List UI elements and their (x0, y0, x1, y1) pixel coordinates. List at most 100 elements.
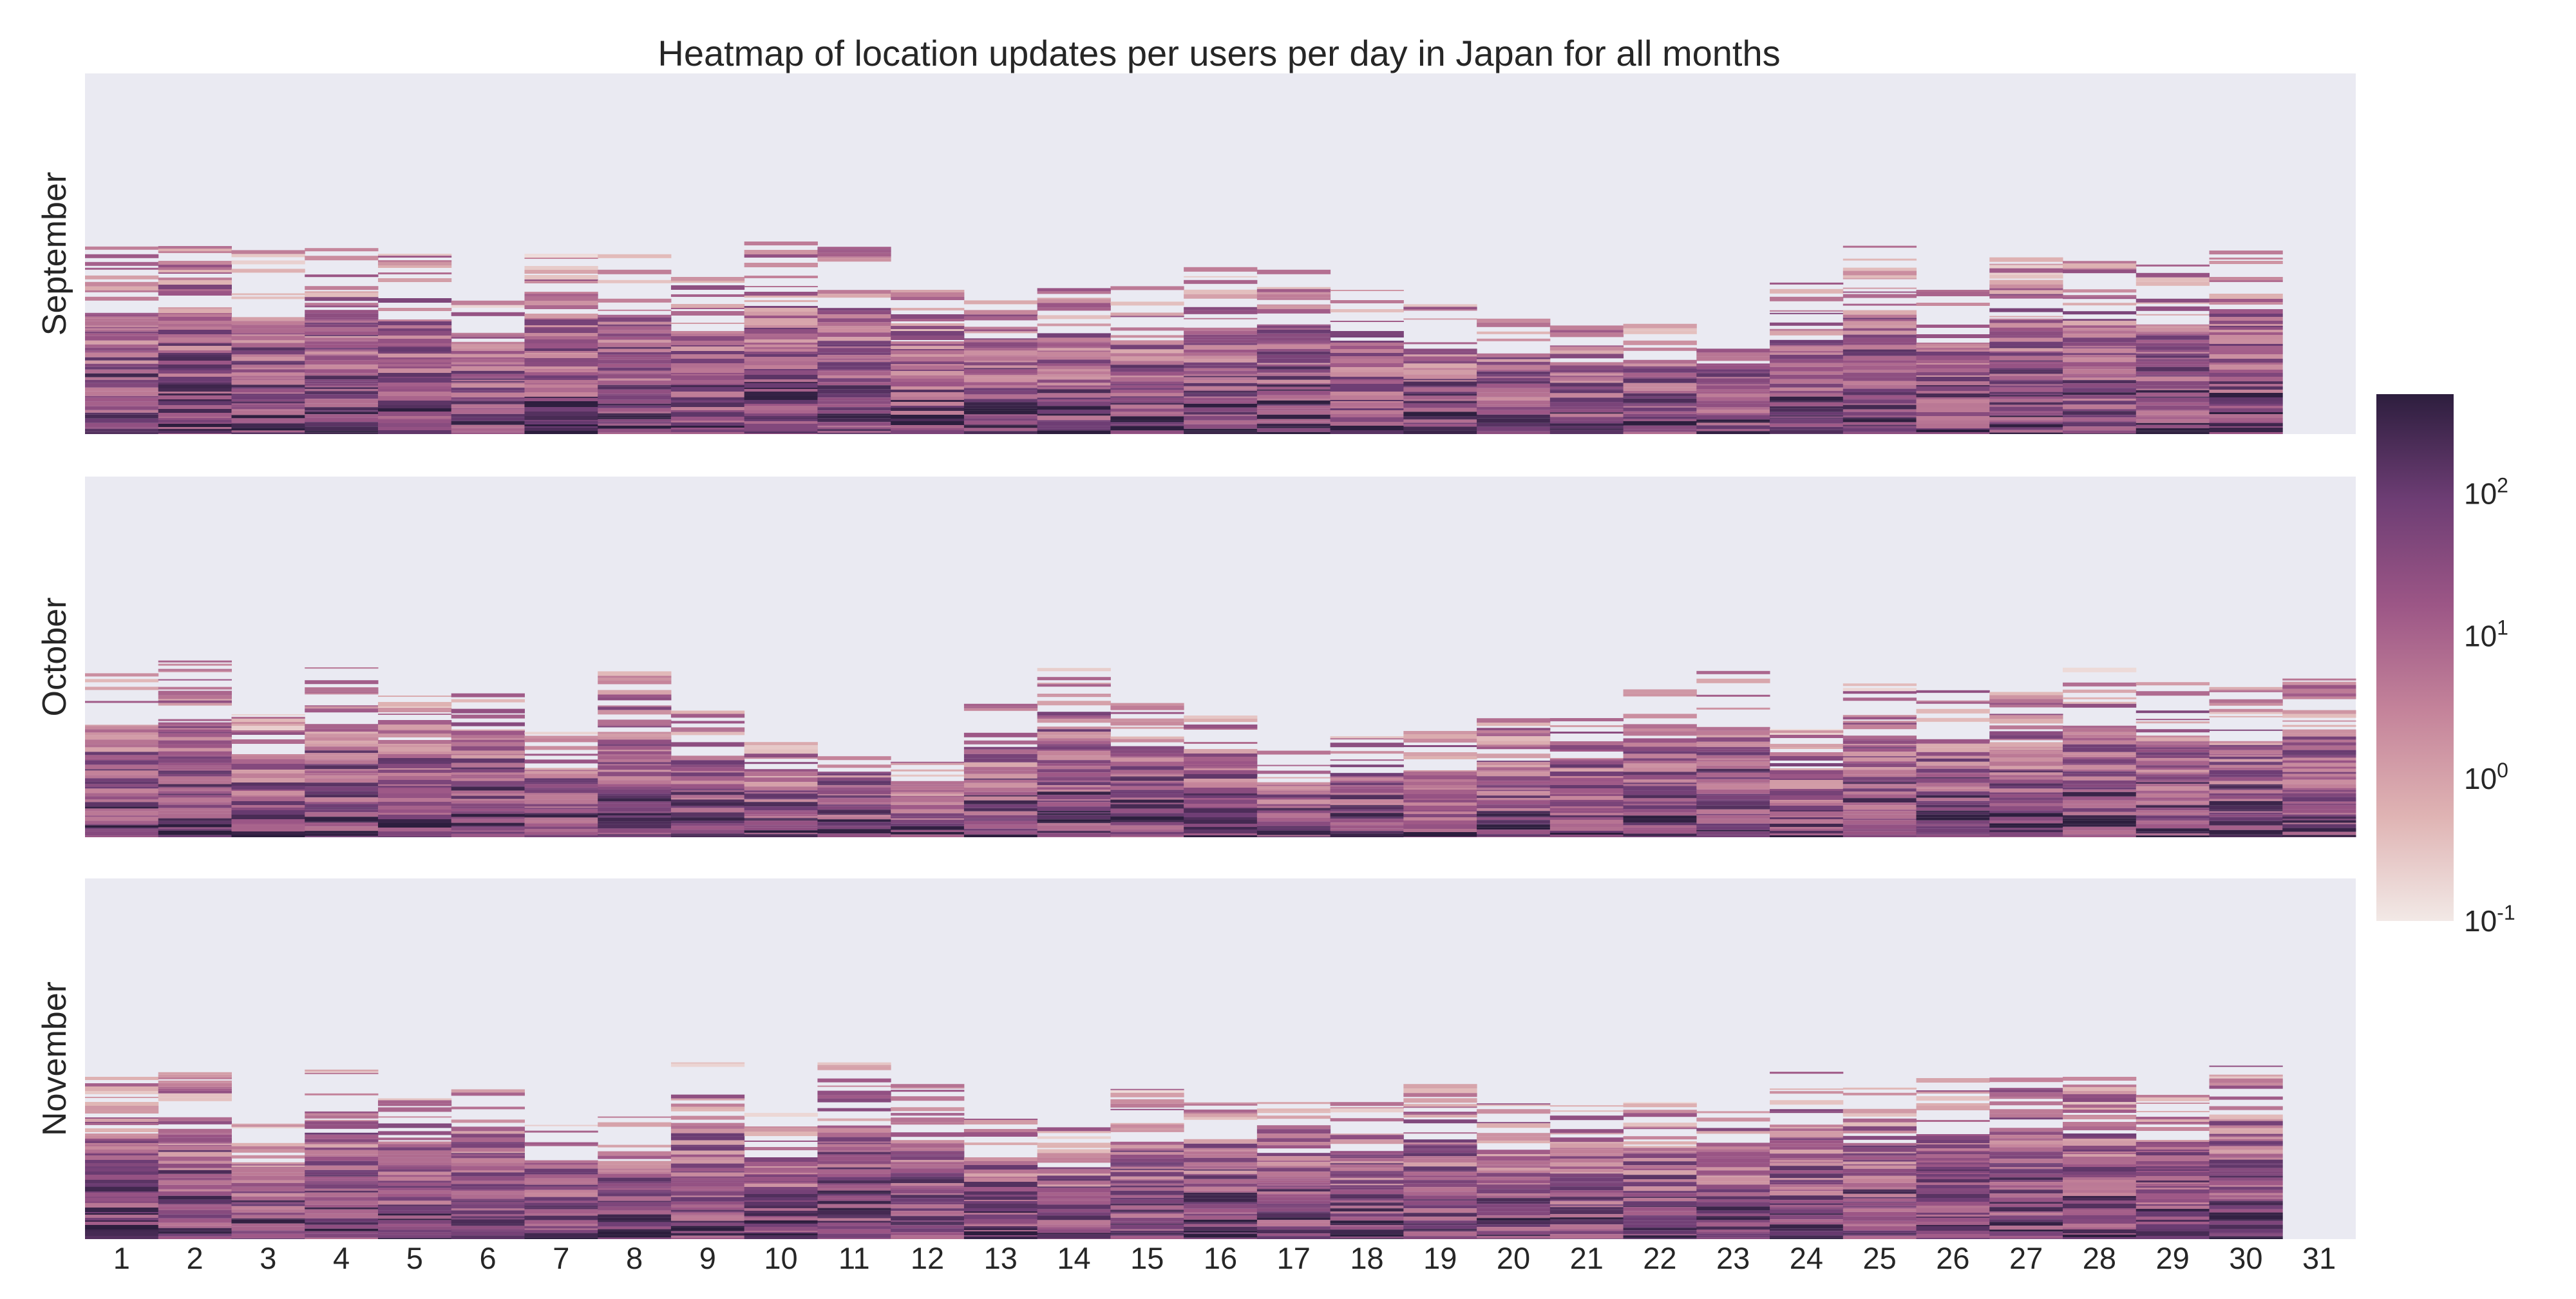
heatmap-cell (598, 671, 672, 676)
heatmap-cell (1477, 1173, 1551, 1177)
heatmap-cell (744, 431, 818, 433)
heatmap-cell (1256, 294, 1331, 298)
heatmap-cell (1916, 1215, 1990, 1217)
heatmap-cell (231, 336, 305, 341)
heatmap-cell (1623, 1235, 1697, 1238)
heatmap-cell (1842, 1130, 1917, 1133)
heatmap-cell (231, 1230, 305, 1232)
heatmap-cell (1549, 1182, 1624, 1187)
heatmap-cell (2136, 790, 2210, 792)
heatmap-cell (744, 242, 818, 245)
heatmap-cell (2209, 381, 2283, 383)
heatmap-cell (2063, 1122, 2137, 1126)
heatmap-cell (1696, 823, 1770, 826)
heatmap-cell (1330, 1223, 1404, 1226)
heatmap-cell (305, 391, 379, 395)
heatmap-cell (598, 363, 672, 368)
heatmap-cell (1330, 1139, 1404, 1144)
heatmap-cell (1549, 835, 1624, 837)
heatmap-cell (2063, 1167, 2137, 1171)
heatmap-cell (891, 363, 965, 364)
heatmap-cell (598, 1237, 672, 1239)
x-tick-label: 14 (1057, 1241, 1090, 1275)
heatmap-cell (158, 732, 232, 734)
heatmap-cell (2063, 342, 2137, 346)
heatmap-cell (817, 1226, 891, 1229)
heatmap-cell (524, 1205, 598, 1208)
heatmap-cell (2136, 691, 2210, 696)
heatmap-cell (1037, 366, 1111, 370)
heatmap-cell (744, 782, 818, 787)
day-column-29 (2136, 682, 2210, 837)
heatmap-cell (2209, 744, 2283, 747)
heatmap-cell (2136, 1170, 2210, 1171)
heatmap-cell (85, 687, 159, 690)
heatmap-cell (2063, 1094, 2137, 1096)
x-tick-label: 7 (553, 1241, 569, 1275)
heatmap-cell (963, 1208, 1038, 1211)
heatmap-cell (1842, 824, 1917, 830)
heatmap-cell (891, 1222, 965, 1224)
heatmap-cell (524, 375, 598, 378)
heatmap-cell (1330, 356, 1404, 359)
heatmap-cell (2209, 817, 2283, 821)
heatmap-cell (598, 316, 672, 318)
heatmap-cell (1916, 412, 1990, 416)
heatmap-cell (1770, 1072, 1844, 1074)
heatmap-cell (2063, 701, 2137, 704)
heatmap-cell (1256, 372, 1331, 374)
heatmap-cell (231, 379, 305, 381)
heatmap-cell (817, 1222, 891, 1226)
heatmap-cell (158, 695, 232, 699)
heatmap-cell (1989, 1182, 2063, 1186)
heatmap-cell (2209, 1156, 2283, 1158)
heatmap-cell (2063, 818, 2137, 820)
heatmap-cell (1330, 388, 1404, 392)
heatmap-cell (891, 344, 965, 346)
heatmap-cell (1549, 1153, 1624, 1157)
heatmap-cell (1184, 768, 1258, 770)
heatmap-cell (1916, 1096, 1990, 1101)
heatmap-cell (2209, 761, 2283, 763)
heatmap-cell (1623, 378, 1697, 383)
heatmap-cell (1110, 808, 1184, 813)
heatmap-cell (524, 813, 598, 815)
heatmap-cell (1549, 426, 1624, 429)
heatmap-cell (524, 258, 598, 259)
heatmap-cell (1256, 1133, 1331, 1139)
heatmap-cell (305, 794, 379, 798)
day-column-15 (1110, 703, 1184, 837)
heatmap-cell (1330, 1190, 1404, 1195)
heatmap-cell (1549, 406, 1624, 410)
day-column-1 (85, 246, 159, 434)
heatmap-cell (891, 763, 965, 765)
heatmap-cell (963, 815, 1038, 819)
heatmap-cell (1477, 811, 1551, 814)
heatmap-cell (377, 405, 452, 408)
heatmap-cell (1256, 777, 1331, 779)
heatmap-cell (1330, 406, 1404, 408)
heatmap-cell (1403, 348, 1477, 352)
heatmap-cell (524, 799, 598, 804)
heatmap-cell (1477, 817, 1551, 820)
heatmap-cell (1549, 769, 1624, 772)
heatmap-cell (598, 324, 672, 327)
heatmap-cell (451, 366, 525, 371)
heatmap-cell (231, 418, 305, 422)
heatmap-cell (1696, 1175, 1770, 1177)
heatmap-cell (817, 1144, 891, 1147)
heatmap-cell (1403, 387, 1477, 392)
heatmap-cell (1256, 750, 1331, 755)
heatmap-cell (670, 721, 745, 724)
heatmap-cell (2063, 804, 2137, 808)
heatmap-cell (524, 829, 598, 832)
heatmap-cell (1916, 795, 1990, 798)
heatmap-cell (305, 327, 379, 332)
heatmap-cell (963, 1177, 1038, 1178)
heatmap-cell (598, 764, 672, 766)
heatmap-cell (891, 769, 965, 772)
heatmap-cell (1184, 379, 1258, 383)
heatmap-cell (670, 387, 745, 392)
heatmap-cell (451, 755, 525, 759)
heatmap-cell (1256, 1226, 1331, 1230)
